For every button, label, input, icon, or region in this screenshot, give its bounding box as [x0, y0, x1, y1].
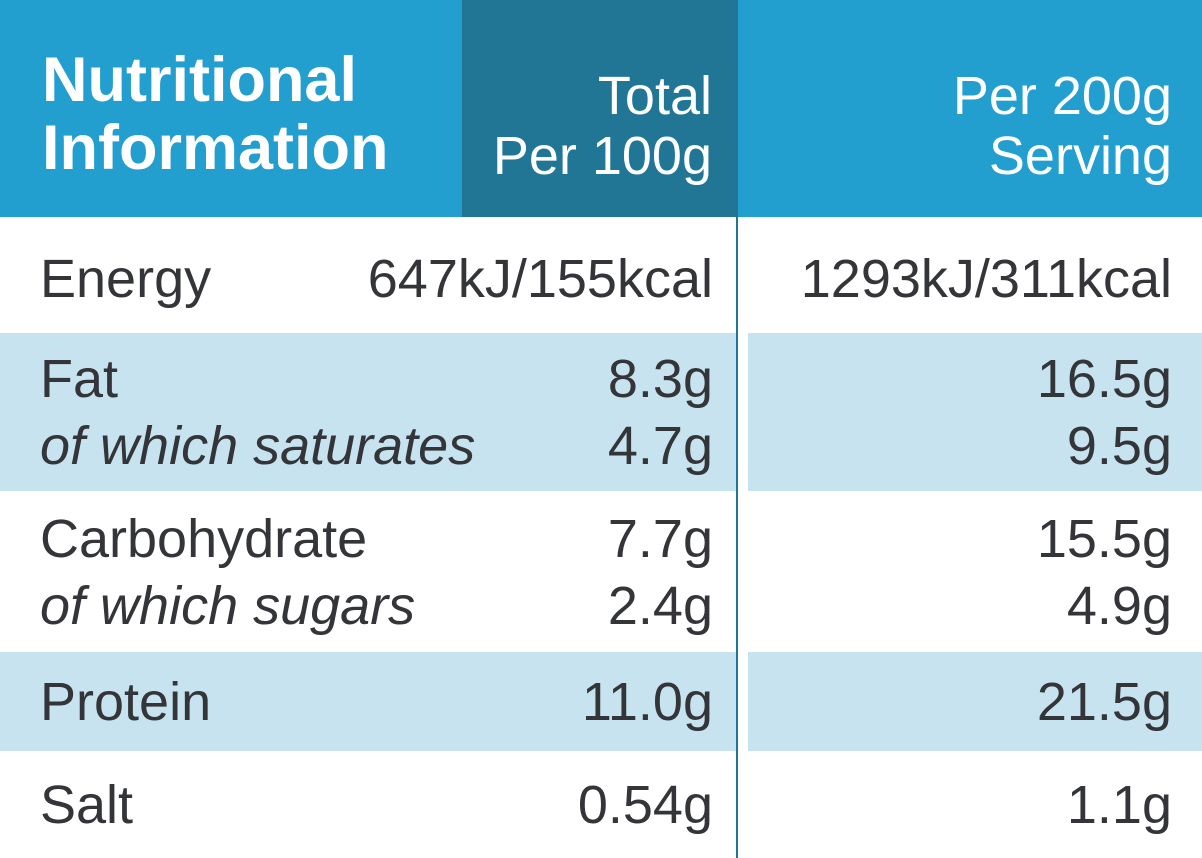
header-title-cell: Nutritional Information — [0, 0, 462, 217]
table-header: Nutritional Information Total Per 100g P… — [0, 0, 1202, 217]
column-divider — [736, 217, 738, 858]
row-label: Energy — [40, 249, 212, 309]
row-total-value: 7.7g — [607, 509, 713, 569]
row-total-value: 0.54g — [577, 775, 713, 835]
row-serving-value: 1.1g — [1066, 775, 1172, 835]
row-label: Protein — [40, 672, 212, 732]
table-row-salt: Salt 0.54g 1.1g — [0, 751, 1202, 858]
total-heading-line-1: Total — [597, 66, 712, 126]
table-row-protein: Protein 11.0g 21.5g — [0, 652, 1202, 751]
row-label: Carbohydrate — [40, 509, 368, 569]
row-sub-label: of which saturates — [40, 416, 476, 476]
table-title: Nutritional Information — [42, 46, 462, 182]
header-serving-cell: Per 200g Serving — [738, 0, 1202, 217]
table-row-energy: Energy 647kJ/155kcal 1293kJ/311kcal — [0, 217, 1202, 333]
table-row-fat: Fat 8.3g 16.5g of which saturates 4.7g 9… — [0, 333, 1202, 491]
total-heading-line-2: Per 100g — [492, 126, 712, 186]
row-serving-value: 1293kJ/311kcal — [800, 249, 1172, 309]
row-serving-value: 21.5g — [1036, 672, 1172, 732]
row-sub-serving-value: 4.9g — [1066, 576, 1172, 636]
row-sub-serving-value: 9.5g — [1066, 416, 1172, 476]
row-total-value: 647kJ/155kcal — [367, 249, 713, 309]
serving-column-heading: Per 200g Serving — [738, 66, 1172, 186]
row-sub-label: of which sugars — [40, 576, 416, 636]
total-column-heading: Total Per 100g — [462, 66, 712, 186]
row-total-value: 11.0g — [581, 672, 713, 732]
row-sub-total-value: 2.4g — [607, 576, 713, 636]
title-line-2: Information — [42, 113, 389, 183]
serving-heading-line-2: Serving — [988, 126, 1172, 186]
row-label: Salt — [40, 775, 134, 835]
row-serving-value: 15.5g — [1036, 509, 1172, 569]
shaded-row-gap — [738, 652, 748, 751]
row-total-value: 8.3g — [607, 349, 713, 409]
row-label: Fat — [40, 349, 119, 409]
row-serving-value: 16.5g — [1036, 349, 1172, 409]
row-sub-total-value: 4.7g — [607, 416, 713, 476]
header-total-cell: Total Per 100g — [462, 0, 738, 217]
serving-heading-line-1: Per 200g — [952, 66, 1172, 126]
title-line-1: Nutritional — [42, 45, 357, 115]
shaded-row-gap — [738, 333, 748, 491]
table-row-carbohydrate: Carbohydrate 7.7g 15.5g of which sugars … — [0, 491, 1202, 652]
